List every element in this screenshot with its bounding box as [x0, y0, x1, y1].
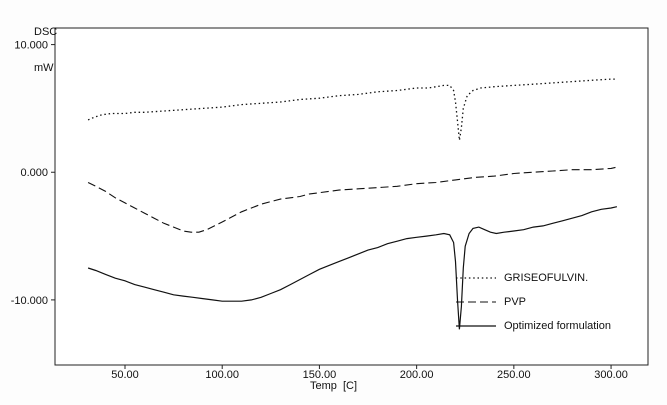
x-tick-label: 250.00 [497, 369, 531, 381]
legend-item-griseofulvin: GRISEOFULVIN. [455, 272, 660, 284]
legend-label-pvp: PVP [504, 296, 527, 308]
y-tick-label: 10.000 [14, 40, 48, 52]
x-tick-label: 150.00 [303, 369, 337, 381]
legend-item-pvp: PVP [455, 296, 660, 308]
series-curve-optimized-formulation [87, 206, 618, 330]
y-axis-title: DSC mW [34, 2, 57, 98]
legend-item-optimized-formulation: Optimized formulation [455, 320, 660, 332]
dotted-line-sample-icon [456, 277, 496, 279]
legend-label-optimized-formulation: Optimized formulation [504, 320, 611, 332]
y-axis-title-line2: mW [34, 62, 54, 74]
dashed-line-sample-icon [456, 301, 496, 303]
x-tick-label: 200.00 [400, 369, 434, 381]
chart-legend: GRISEOFULVIN. PVP Optimized formulation [455, 272, 660, 332]
y-axis-title-line1: DSC [34, 26, 58, 38]
series-curve-griseofulvin [87, 78, 617, 141]
x-tick-label: 300.00 [594, 369, 628, 381]
series-curve-pvp [87, 166, 618, 233]
x-tick-label: 100.00 [205, 369, 239, 381]
x-axis-title: Temp [C] [309, 380, 358, 392]
legend-label-griseofulvin: GRISEOFULVIN. [504, 272, 589, 284]
solid-line-sample-icon [456, 325, 496, 327]
y-tick-label: 0.000 [20, 167, 48, 179]
plot-area-frame [54, 27, 649, 366]
y-tick-label: -10.000 [11, 295, 48, 307]
x-tick-label: 50.00 [111, 369, 139, 381]
